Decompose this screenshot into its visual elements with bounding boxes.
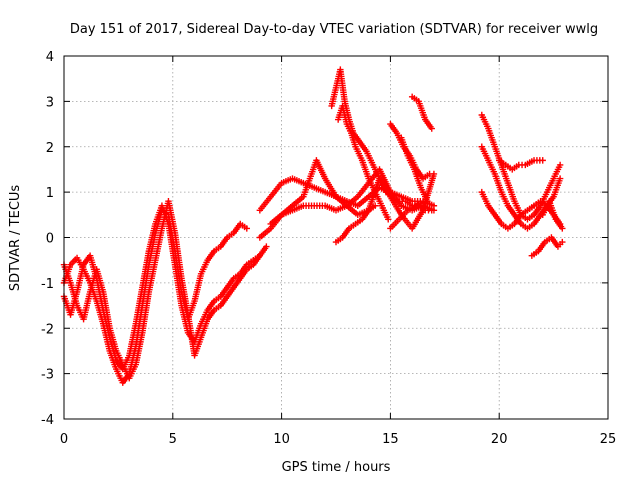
- data-point: [539, 157, 546, 164]
- data-point: [559, 225, 566, 232]
- grid-layer: [64, 56, 608, 419]
- series-track-18: [496, 157, 546, 173]
- x-tick-label: 0: [60, 432, 68, 447]
- series-track-8: [334, 102, 392, 223]
- series-track-17: [528, 234, 566, 259]
- data-point: [256, 252, 264, 259]
- series-track-9: [332, 202, 379, 246]
- y-tick-label: -3: [41, 368, 54, 383]
- data-point: [263, 243, 270, 250]
- y-tick-label: 0: [46, 232, 54, 247]
- y-tick-label: -2: [41, 322, 54, 337]
- data-point: [556, 161, 564, 169]
- series-track-19: [539, 198, 566, 232]
- series-track-14: [478, 111, 564, 223]
- series-track-3: [60, 198, 264, 382]
- data-point: [556, 175, 564, 182]
- data-point: [426, 170, 433, 178]
- y-tick-label: 3: [46, 95, 54, 110]
- data-point: [385, 216, 392, 223]
- y-tick-label: 2: [46, 141, 54, 156]
- data-point: [243, 225, 250, 232]
- series-track-13: [398, 134, 431, 205]
- series-track-10: [387, 120, 433, 182]
- chart-title: Day 151 of 2017, Sidereal Day-to-day VTE…: [70, 22, 598, 37]
- data-point: [428, 125, 435, 132]
- series-track-11: [387, 198, 429, 232]
- plot-frame: [63, 55, 609, 420]
- series-track-12: [408, 93, 435, 132]
- data-point: [371, 202, 379, 209]
- marker-layer: [60, 66, 566, 386]
- x-tick-label: 15: [382, 432, 399, 447]
- x-tick-label: 20: [491, 432, 508, 447]
- y-axis-label: SDTVAR / TECUs: [8, 185, 23, 292]
- x-tick-label: 10: [273, 432, 290, 447]
- data-point: [424, 198, 431, 205]
- data-point: [559, 238, 566, 246]
- y-tick-label: 4: [46, 50, 54, 65]
- y-tick-label: -4: [41, 413, 54, 428]
- x-axis-label: GPS time / hours: [282, 460, 391, 475]
- x-tick-label: 25: [600, 432, 617, 447]
- y-tick-label: -1: [41, 277, 54, 292]
- data-point: [428, 207, 435, 214]
- y-tick-label: 1: [46, 186, 54, 201]
- tick-layer: 0 5 10 15 20 25 -4 -3 -2 -1 0 1 2 3 4: [41, 50, 616, 447]
- x-tick-label: 5: [169, 432, 177, 447]
- series-track-5: [256, 157, 438, 241]
